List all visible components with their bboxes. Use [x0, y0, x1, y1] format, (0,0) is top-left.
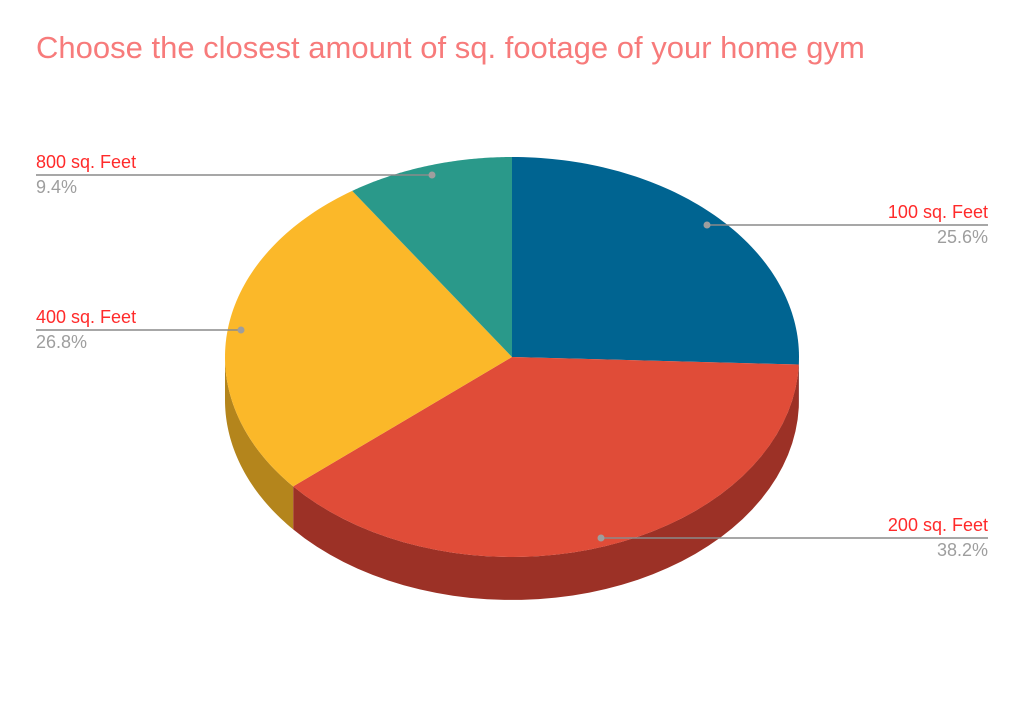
- slice-percent-3: 9.4%: [36, 177, 77, 197]
- slice-label-2: 400 sq. Feet: [36, 307, 136, 327]
- leader-dot-2: [237, 326, 245, 334]
- pie-side-2: [225, 357, 294, 530]
- slice-percent-0: 25.6%: [937, 227, 988, 247]
- pie-slice-1: [293, 357, 799, 557]
- slice-percent-1: 38.2%: [937, 540, 988, 560]
- pie-slice-0: [512, 157, 799, 365]
- pie-slice-2: [225, 190, 513, 487]
- chart-title: Choose the closest amount of sq. footage…: [36, 30, 865, 65]
- slice-label-1: 200 sq. Feet: [888, 515, 988, 535]
- slice-label-0: 100 sq. Feet: [888, 202, 988, 222]
- slice-percent-2: 26.8%: [36, 332, 87, 352]
- leader-dot-1: [597, 534, 605, 542]
- pie-side-1: [293, 364, 799, 600]
- slice-label-3: 800 sq. Feet: [36, 152, 136, 172]
- leader-dot-0: [703, 221, 711, 229]
- pie-slice-3: [352, 157, 512, 357]
- leader-dot-3: [428, 171, 436, 179]
